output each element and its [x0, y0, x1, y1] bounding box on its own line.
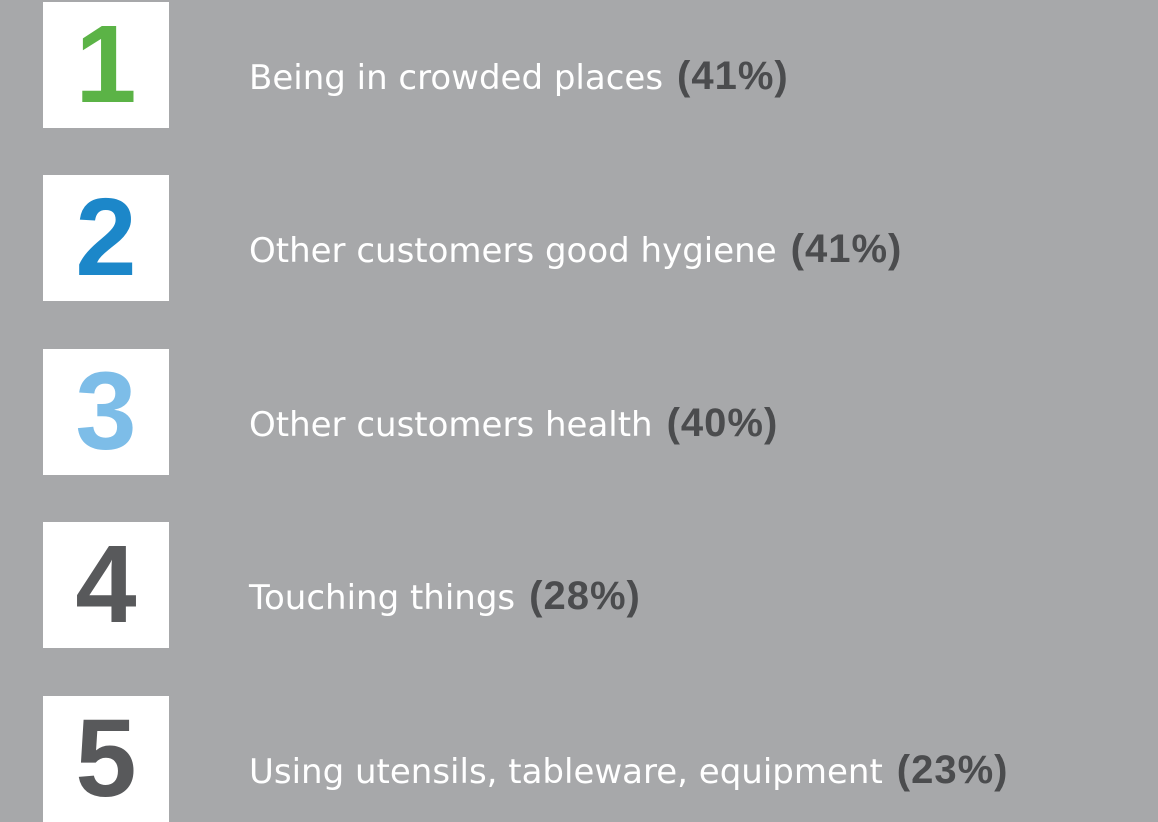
- item-text: Other customers health (40%): [249, 401, 778, 445]
- item-text: Other customers good hygiene (41%): [249, 227, 902, 271]
- rank-number: 1: [43, 2, 169, 128]
- item-text: Touching things (28%): [249, 574, 641, 618]
- item-label: Touching things: [249, 578, 516, 618]
- item-percent: (41%): [677, 54, 789, 98]
- list-item: 5 Using utensils, tableware, equipment (2…: [0, 696, 1158, 822]
- list-item: 1 Being in crowded places (41%): [0, 2, 1158, 128]
- item-text: Being in crowded places (41%): [249, 54, 789, 98]
- item-percent: (41%): [790, 227, 903, 271]
- item-label: Other customers health: [249, 405, 653, 445]
- item-label: Using utensils, tableware, equipment: [249, 752, 883, 792]
- list-item: 4 Touching things (28%): [0, 522, 1158, 648]
- item-percent: (40%): [666, 401, 779, 445]
- list-item: 2 Other customers good hygiene (41%): [0, 175, 1158, 301]
- item-label: Being in crowded places: [249, 58, 664, 98]
- item-label: Other customers good hygiene: [249, 231, 777, 271]
- rank-number: 3: [43, 349, 169, 475]
- rank-number: 2: [43, 175, 169, 301]
- item-text: Using utensils, tableware, equipment (23%…: [249, 748, 1008, 792]
- list-item: 3 Other customers health (40%): [0, 349, 1158, 475]
- rank-number: 4: [43, 522, 169, 648]
- item-percent: (23%): [896, 748, 1009, 792]
- rank-number: 5: [43, 696, 169, 822]
- item-percent: (28%): [529, 574, 641, 618]
